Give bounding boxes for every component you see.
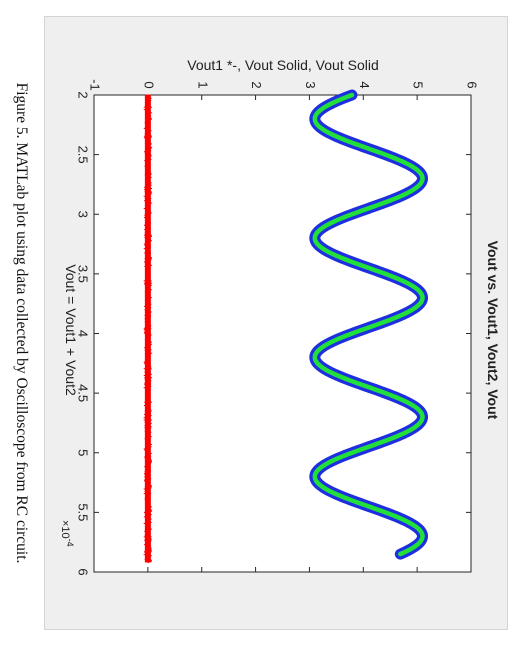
plot-area	[93, 94, 472, 573]
y-tick-label: 1	[195, 81, 210, 88]
series-vout-noise	[143, 94, 153, 563]
series-vout2-line	[312, 92, 425, 557]
x-tick-label: 4	[76, 330, 91, 337]
y-tick-label: 6	[465, 81, 480, 88]
y-tick-label: 5	[411, 81, 426, 88]
x-tick-label: 5	[76, 449, 91, 456]
x-tick-label: 2	[76, 91, 91, 98]
x-tick-label: 6	[76, 568, 91, 575]
y-axis-label: Vout1 *-, Vout Solid, Vout Solid	[187, 57, 378, 73]
chart-title: Vout vs. Vout1, Vout2, Vout	[485, 241, 501, 420]
y-tick-label: 2	[249, 81, 264, 88]
y-tick-label: 3	[303, 81, 318, 88]
x-multiplier: ×10-4	[59, 520, 75, 547]
y-tick-label: 4	[357, 81, 372, 88]
y-tick-label: -1	[88, 79, 103, 91]
x-axis-label: Vout = Vout1 + Vout2	[63, 264, 79, 396]
x-tick-label: 3	[76, 211, 91, 218]
figure-caption: Figure 5. MATLab plot using data collect…	[13, 82, 30, 564]
x-tick-label: 4.5	[76, 384, 91, 402]
x-tick-label: 2.5	[76, 146, 91, 164]
caption-wrap: Figure 5. MATLab plot using data collect…	[4, 16, 38, 630]
x-tick-label: 5.5	[76, 503, 91, 521]
y-tick-label: 0	[141, 81, 156, 88]
x-tick-label: 3.5	[76, 265, 91, 283]
